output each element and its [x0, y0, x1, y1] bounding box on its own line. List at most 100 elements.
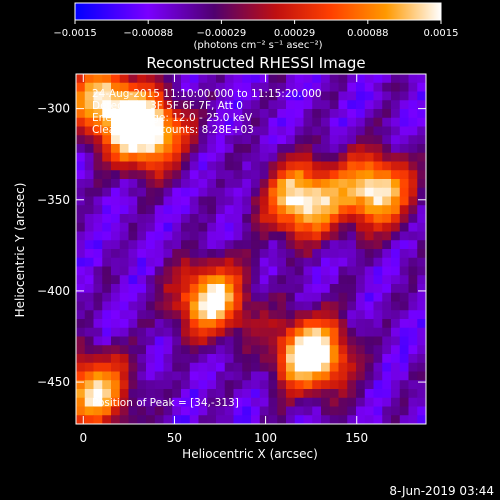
heatmap-cell	[356, 231, 366, 241]
heatmap-cell	[181, 126, 191, 136]
heatmap-cell	[76, 222, 86, 232]
heatmap-cell	[242, 249, 252, 259]
heatmap-cell	[102, 205, 112, 215]
heatmap-cell	[321, 257, 331, 267]
heatmap-cell	[417, 319, 427, 329]
heatmap-cell	[347, 362, 357, 372]
heatmap-cell	[224, 354, 234, 364]
heatmap-cell	[408, 91, 418, 101]
heatmap-cell	[277, 214, 287, 224]
heatmap-cell	[364, 196, 374, 206]
heatmap-cell	[216, 161, 226, 171]
heatmap-cell	[303, 249, 313, 259]
heatmap-cell	[102, 240, 112, 250]
heatmap-cell	[216, 284, 226, 294]
heatmap-cell	[84, 371, 94, 381]
heatmap-cell	[216, 371, 226, 381]
heatmap-cell	[224, 205, 234, 215]
heatmap-cell	[181, 406, 191, 416]
heatmap-cell	[312, 240, 322, 250]
heatmap-cell	[198, 310, 208, 320]
heatmap-cell	[84, 284, 94, 294]
heatmap-cell	[146, 257, 156, 267]
heatmap-cell	[111, 275, 121, 285]
heatmap-cell	[137, 266, 147, 276]
heatmap-cell	[154, 222, 164, 232]
heatmap-cell	[154, 152, 164, 162]
heatmap-cell	[329, 126, 339, 136]
heatmap-cell	[84, 222, 94, 232]
heatmap-cell	[198, 74, 208, 84]
heatmap-cell	[259, 319, 269, 329]
heatmap-cell	[268, 275, 278, 285]
heatmap-cell	[207, 249, 217, 259]
heatmap-cell	[111, 319, 121, 329]
heatmap-cell	[93, 214, 103, 224]
heatmap-cell	[391, 117, 401, 127]
heatmap-cell	[102, 406, 112, 416]
heatmap-cell	[207, 179, 217, 189]
heatmap-cell	[207, 109, 217, 119]
heatmap-cell	[76, 380, 86, 390]
heatmap-cell	[216, 327, 226, 337]
heatmap-cell	[111, 205, 121, 215]
heatmap-cell	[294, 196, 304, 206]
heatmap-cell	[364, 170, 374, 180]
heatmap-cell	[408, 74, 418, 84]
date-stamp: 8-Jun-2019 03:44	[389, 484, 494, 498]
heatmap-cell	[277, 187, 287, 197]
heatmap-cell	[84, 275, 94, 285]
heatmap-cell	[268, 319, 278, 329]
heatmap-cell	[391, 144, 401, 154]
heatmap-cell	[146, 100, 156, 110]
heatmap-cell	[356, 354, 366, 364]
heatmap-cell	[111, 91, 121, 101]
heatmap-cell	[198, 354, 208, 364]
heatmap-cell	[93, 257, 103, 267]
heatmap-cell	[163, 82, 173, 92]
heatmap-cell	[373, 214, 383, 224]
heatmap-cell	[242, 135, 252, 145]
heatmap-cell	[102, 196, 112, 206]
heatmap-cell	[338, 310, 348, 320]
heatmap-cell	[111, 380, 121, 390]
heatmap-cell	[259, 152, 269, 162]
heatmap-cell	[76, 397, 86, 407]
heatmap-cell	[259, 257, 269, 267]
heatmap-cell	[93, 135, 103, 145]
heatmap-cell	[312, 266, 322, 276]
heatmap-cell	[137, 82, 147, 92]
heatmap-cell	[84, 135, 94, 145]
heatmap-cell	[111, 196, 121, 206]
heatmap-cell	[382, 301, 392, 311]
heatmap-cell	[93, 196, 103, 206]
heatmap-cell	[198, 345, 208, 355]
heatmap-cell	[268, 345, 278, 355]
heatmap-cell	[233, 126, 243, 136]
heatmap-cell	[189, 196, 199, 206]
heatmap-cell	[224, 82, 234, 92]
heatmap-cell	[277, 100, 287, 110]
heatmap-cell	[137, 362, 147, 372]
heatmap-cell	[417, 284, 427, 294]
heatmap-cell	[146, 389, 156, 399]
heatmap-cell	[224, 144, 234, 154]
heatmap-cell	[128, 109, 138, 119]
heatmap-cell	[93, 179, 103, 189]
heatmap-cell	[391, 292, 401, 302]
heatmap-cell	[303, 371, 313, 381]
heatmap-cell	[128, 82, 138, 92]
heatmap-cell	[312, 205, 322, 215]
heatmap-cell	[198, 205, 208, 215]
heatmap-cell	[294, 187, 304, 197]
heatmap-cell	[312, 109, 322, 119]
heatmap-cell	[312, 354, 322, 364]
heatmap-cell	[172, 74, 182, 84]
heatmap-cell	[102, 187, 112, 197]
heatmap-cell	[251, 117, 261, 127]
heatmap-cell	[84, 161, 94, 171]
heatmap-cell	[356, 380, 366, 390]
heatmap-cell	[303, 406, 313, 416]
heatmap-cell	[391, 319, 401, 329]
heatmap-cell	[259, 345, 269, 355]
